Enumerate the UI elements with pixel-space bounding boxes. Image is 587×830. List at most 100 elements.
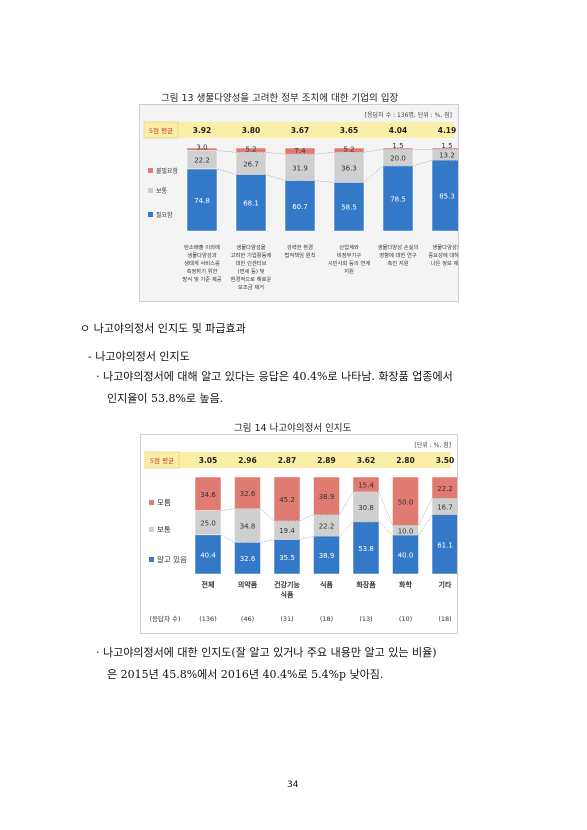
category-label: 측정하기 위한 xyxy=(187,267,218,275)
bar-segment-알고 있음 xyxy=(431,514,457,575)
data-label: 15.4 xyxy=(358,481,374,489)
bar-segment-알고 있음 xyxy=(273,539,301,575)
legend-swatch xyxy=(149,527,154,532)
data-label: 50.0 xyxy=(398,498,414,506)
legend-label: 모름 xyxy=(157,498,171,507)
data-label: 1.5 xyxy=(392,142,403,150)
score-value: 3.50 xyxy=(436,456,455,465)
score-value: 2.87 xyxy=(278,456,297,465)
data-label: 34.8 xyxy=(240,523,256,531)
data-label: 68.1 xyxy=(243,200,259,208)
category-label: 의약품 xyxy=(238,580,258,589)
figure13-panel: [응답자 수 : 136명, 단위 : %, 점] 5점 평균 3.92 74.8 2… xyxy=(139,104,459,302)
data-label: 36.3 xyxy=(341,164,357,172)
score-value: 3.65 xyxy=(340,126,359,135)
score-value: 4.04 xyxy=(389,126,408,135)
data-label: 25.0 xyxy=(200,520,216,528)
bar-segment-알고 있음 xyxy=(392,534,419,575)
score-value: 4.19 xyxy=(438,126,457,135)
category-label: 촉진 지원 xyxy=(387,259,408,267)
data-label: 40.4 xyxy=(200,551,216,559)
data-label: 53.8 xyxy=(358,545,374,553)
bar-segment-불필요함 xyxy=(284,147,316,155)
data-label: 45.2 xyxy=(279,496,295,504)
legend-swatch xyxy=(149,500,154,505)
legend-label: 보통 xyxy=(156,188,168,195)
data-label: 16.7 xyxy=(437,504,453,512)
category-label: 지원 xyxy=(344,267,354,275)
data-label: 10.0 xyxy=(398,527,414,535)
category-label: 생태계 서비스를 xyxy=(184,259,220,267)
bar-segment-필요함 xyxy=(431,159,458,232)
category-label: 식품 xyxy=(281,590,294,599)
data-label: 1.5 xyxy=(441,142,452,150)
respondents-count: (46) xyxy=(241,615,254,623)
data-label: 60.7 xyxy=(292,203,308,211)
bar-segment-불필요함 xyxy=(431,147,458,150)
bar-segment-보통 xyxy=(234,508,261,543)
bar-segment-모름 xyxy=(313,476,340,515)
respondents-count: (18) xyxy=(320,615,333,623)
legend-label: 필요함 xyxy=(156,211,173,219)
data-label: 22.2 xyxy=(437,485,453,493)
score-label: 5점 평균 xyxy=(150,456,174,465)
score-value: 2.80 xyxy=(396,456,415,465)
data-label: 32.6 xyxy=(240,555,256,563)
category-label: 식품 xyxy=(320,580,333,589)
respondents-label: (응답자 수) xyxy=(149,614,180,623)
category-label: 중요성에 대해 더 xyxy=(428,251,458,259)
score-value: 3.62 xyxy=(357,456,376,465)
legend-label: 불필요함 xyxy=(156,167,179,175)
data-label: 5.2 xyxy=(343,145,354,153)
category-label: 전체 xyxy=(202,580,215,589)
data-label: 7.4 xyxy=(294,147,306,155)
data-label: 31.9 xyxy=(292,164,308,172)
category-label: 생물다양성과 xyxy=(187,251,216,259)
bar-segment-필요함 xyxy=(284,180,316,232)
category-label: 환경적으로 해로운 xyxy=(231,275,272,283)
paragraph-1-line-1: · 나고야의정서에 대해 알고 있다는 응답은 40.4%로 나타남. 화장품 … xyxy=(96,370,453,383)
bar-segment-알고 있음 xyxy=(234,542,261,575)
data-label: 20.0 xyxy=(390,155,406,163)
section-subheading: - 나고야의정서 인지도 xyxy=(88,350,190,363)
data-label: 38.9 xyxy=(319,493,335,501)
category-label: 화학 xyxy=(399,580,412,589)
bar-segment-보통 xyxy=(333,152,365,183)
series-connector-line xyxy=(220,491,457,526)
category-label: 산업계와 xyxy=(339,243,359,251)
category-label: 방식 및 기준 제공 xyxy=(182,275,221,283)
data-label: 26.7 xyxy=(243,160,259,168)
series-connector-line xyxy=(220,514,457,543)
category-label: 법적책임 원칙 xyxy=(285,251,316,259)
score-value: 2.96 xyxy=(238,456,257,465)
score-value: 3.67 xyxy=(291,126,310,135)
series-connector-line xyxy=(216,159,458,183)
score-band xyxy=(144,122,454,138)
bar-segment-필요함 xyxy=(382,165,414,232)
data-label: 74.8 xyxy=(194,197,210,205)
figure14-note: [단위 : %, 점] xyxy=(414,442,451,449)
data-label: 35.5 xyxy=(279,554,295,562)
category-label: 화장품 xyxy=(356,580,376,589)
data-label: 5.2 xyxy=(245,145,256,153)
category-label: 탄소배출 이외에 xyxy=(184,243,220,251)
bar-segment-모름 xyxy=(273,476,301,521)
category-label: 비정부기구 xyxy=(337,251,361,259)
figure14-caption: 그림 14 나고야의정서 인지도 xyxy=(234,423,352,434)
respondents-count: (10) xyxy=(399,615,412,623)
legend-swatch xyxy=(148,212,153,217)
figure14-panel: [단위 : %, 점] 5점 평균 3.05 40.4 25.0 34.6 전체 2.96 3… xyxy=(140,434,458,634)
category-label: 시민사회 등의 연계 xyxy=(328,259,370,267)
figure13-note: [응답자 수 : 136명, 단위 : %, 점] xyxy=(364,112,452,119)
bar-segment-필요함 xyxy=(186,168,218,232)
category-label: 기타 xyxy=(439,580,452,589)
paragraph-2-line-1: · 나고야의정서에 대한 인지도(잘 알고 있거나 주요 내용만 알고 있는 비… xyxy=(96,646,437,659)
score-value: 2.89 xyxy=(317,456,336,465)
legend-label: 알고 있음 xyxy=(157,555,187,564)
bar-segment-알고 있음 xyxy=(194,534,222,575)
data-label: 38.9 xyxy=(319,552,335,560)
score-label-box xyxy=(143,121,179,139)
data-label: 61.1 xyxy=(437,541,453,549)
score-label-box xyxy=(144,451,180,469)
legend-swatch xyxy=(148,168,153,173)
